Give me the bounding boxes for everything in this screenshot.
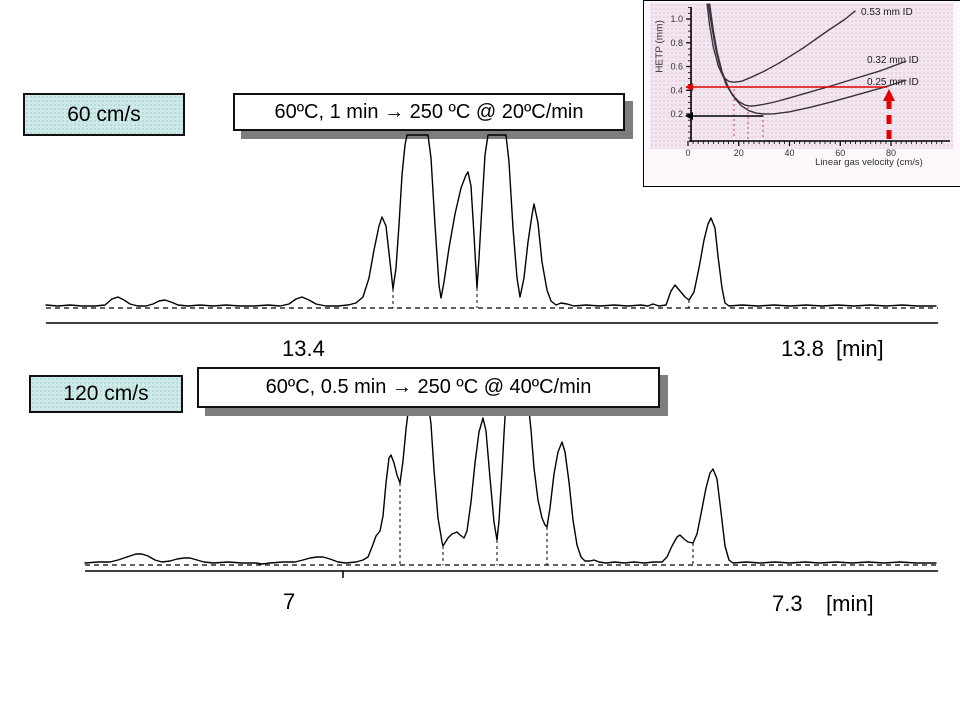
- time-label-13-8: 13.8: [781, 336, 824, 361]
- oven-program-1-label: 60ºC, 1 min → 250 ºC @ 20ºC/min: [274, 100, 584, 123]
- curve-label-025: 0.25 mm ID: [867, 77, 919, 88]
- time-label-7-3: 7.3: [772, 591, 803, 616]
- time-label-13-4: 13.4: [282, 336, 325, 361]
- curve-label-032: 0.32 mm ID: [867, 55, 919, 66]
- time-unit-label-1: [min]: [836, 336, 884, 361]
- time-unit-label-2: [min]: [826, 591, 874, 616]
- velocity-box-60cms: 60 cm/s: [23, 93, 185, 136]
- svg-text:0: 0: [685, 148, 690, 158]
- inset-x-axis-title: Linear gas velocity (cm/s): [815, 157, 923, 168]
- time-label-7: 7: [283, 589, 296, 614]
- inset-y-axis-title: HETP (mm): [654, 20, 666, 73]
- oven-program-box-2: 60ºC, 0.5 min → 250 ºC @ 40ºC/min: [197, 367, 660, 408]
- velocity-box-120cms-label: 120 cm/s: [63, 382, 149, 405]
- curve-label-053: 0.53 mm ID: [861, 7, 913, 18]
- svg-text:20: 20: [734, 148, 744, 158]
- inset-plot-background: [650, 3, 953, 149]
- velocity-box-120cms: 120 cm/s: [29, 375, 183, 413]
- oven-program-2-label: 60ºC, 0.5 min → 250 ºC @ 40ºC/min: [265, 376, 592, 398]
- velocity-box-60cms-label: 60 cm/s: [67, 102, 141, 126]
- van-deemter-inset: 0 20 40 60 80 0.2 0.4 0.6 0.8 1.0 0.53 mm ID 0.32…: [643, 0, 960, 187]
- oven-program-box-1: 60ºC, 1 min → 250 ºC @ 20ºC/min: [233, 93, 625, 131]
